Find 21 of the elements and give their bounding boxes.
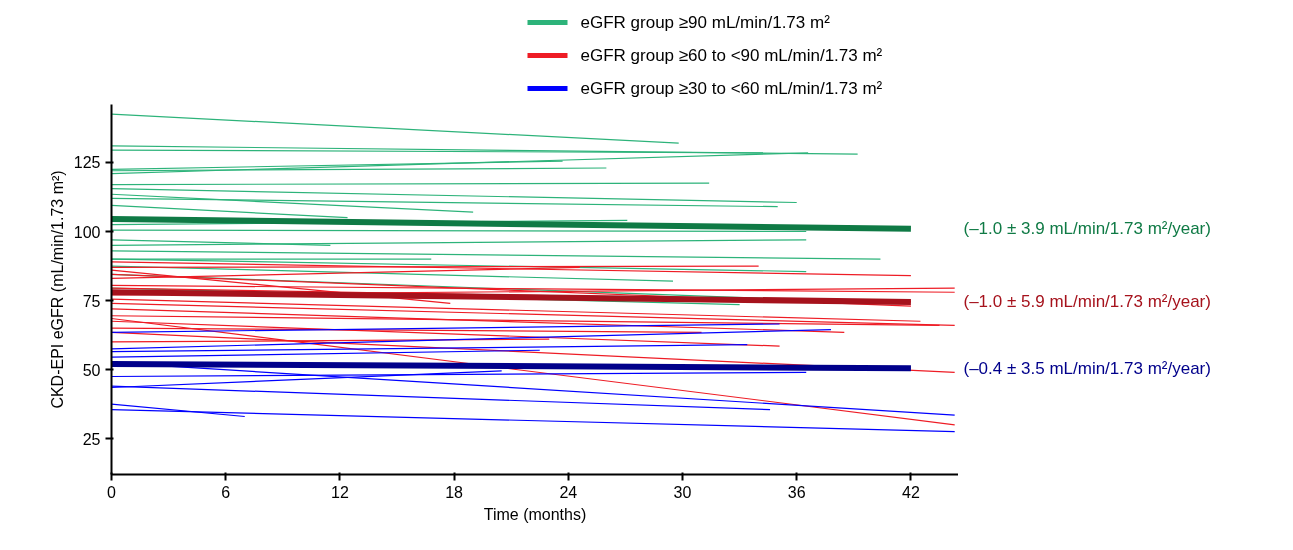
x-tick-label: 24 xyxy=(559,483,578,501)
x-axis-title: Time (months) xyxy=(483,505,587,523)
text: (–1.0 ± 3.9 mL/min/1.73 m²/year) xyxy=(963,219,1211,239)
y-tick-label: 125 xyxy=(73,154,101,172)
y-tick-label: 100 xyxy=(73,223,101,241)
y-tick-label: 25 xyxy=(82,430,101,448)
y-tick-label: 75 xyxy=(82,292,101,310)
x-tick-label: 6 xyxy=(221,483,231,501)
legend-label: eGFR group ≥90 mL/min/1.73 m² xyxy=(580,13,831,32)
y-tick-label: 50 xyxy=(82,361,101,379)
x-tick-label: 36 xyxy=(787,483,806,501)
x-tick-label: 30 xyxy=(673,483,692,501)
y-axis-title: CKD-EPI eGFR (mL/min/1.73 m²) xyxy=(48,170,66,409)
x-tick-label: 18 xyxy=(445,483,464,501)
legend-label: eGFR group ≥30 to <60 mL/min/1.73 m² xyxy=(580,79,883,98)
x-tick-label: 12 xyxy=(331,483,349,501)
x-tick-label: 42 xyxy=(902,483,920,501)
x-tick-label: 0 xyxy=(107,483,117,501)
legend-label: eGFR group ≥60 to <90 mL/min/1.73 m² xyxy=(580,46,883,65)
text: (–0.4 ± 3.5 mL/min/1.73 m²/year) xyxy=(963,358,1211,378)
text: (–1.0 ± 5.9 mL/min/1.73 m²/year) xyxy=(963,292,1211,312)
